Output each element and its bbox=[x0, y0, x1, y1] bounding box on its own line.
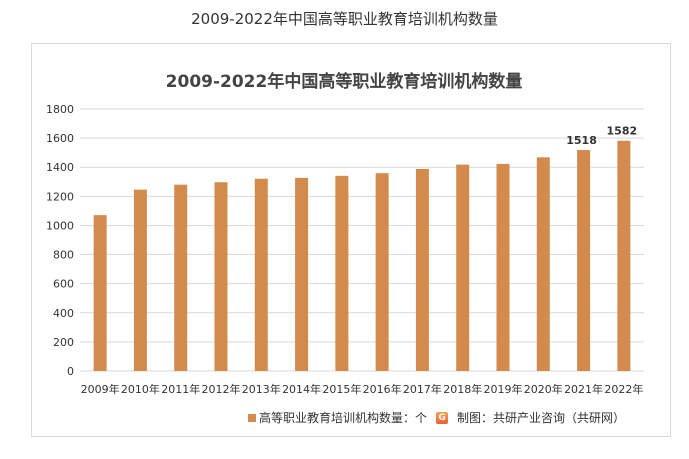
x-tick-label: 2012年 bbox=[202, 382, 241, 396]
legend-label: 高等职业教育培训机构数量：个 bbox=[259, 411, 428, 425]
bar-2013年 bbox=[254, 178, 268, 371]
source-label: 制图：共研产业咨询（共研网） bbox=[457, 411, 626, 425]
x-tick-label: 2011年 bbox=[161, 382, 200, 396]
y-tick-label: 0 bbox=[67, 365, 74, 378]
y-tick-label: 400 bbox=[53, 307, 74, 320]
y-tick-label: 1000 bbox=[46, 219, 74, 232]
y-tick-label: 1200 bbox=[46, 190, 74, 203]
x-tick-label: 2020年 bbox=[524, 382, 563, 396]
bar-2015年 bbox=[335, 175, 349, 371]
chart-title: 2009-2022年中国高等职业教育培训机构数量 bbox=[166, 71, 523, 92]
bar-2014年 bbox=[295, 177, 309, 371]
bar-2018年 bbox=[456, 164, 470, 371]
bar-2016年 bbox=[375, 173, 389, 371]
bar-2010年 bbox=[133, 189, 147, 371]
x-tick-label: 2022年 bbox=[604, 382, 643, 396]
data-label: 1582 bbox=[607, 125, 638, 138]
x-tick-label: 2019年 bbox=[484, 382, 523, 396]
x-tick-label: 2016年 bbox=[363, 382, 402, 396]
x-tick-label: 2013年 bbox=[242, 382, 281, 396]
bar-2009年 bbox=[93, 215, 107, 371]
bar-2020年 bbox=[536, 157, 550, 371]
x-tick-label: 2018年 bbox=[443, 382, 482, 396]
legend-swatch bbox=[248, 413, 256, 422]
x-tick-label: 2010年 bbox=[121, 382, 160, 396]
bar-2011年 bbox=[174, 184, 188, 371]
page-title: 2009-2022年中国高等职业教育培训机构数量 bbox=[191, 10, 498, 28]
data-label: 1518 bbox=[566, 134, 597, 147]
chart-frame bbox=[31, 43, 671, 437]
y-tick-label: 1400 bbox=[46, 161, 74, 174]
y-tick-label: 200 bbox=[53, 336, 74, 349]
bar-2017年 bbox=[415, 168, 429, 371]
x-tick-label: 2014年 bbox=[282, 382, 321, 396]
legend: 高等职业教育培训机构数量：个 G 制图：共研产业咨询（共研网） bbox=[248, 409, 625, 426]
x-tick-label: 2009年 bbox=[81, 382, 120, 396]
bar-2021年 bbox=[577, 150, 591, 371]
bar-2022年 bbox=[617, 140, 631, 371]
y-tick-label: 600 bbox=[53, 278, 74, 291]
x-tick-label: 2015年 bbox=[322, 382, 361, 396]
bar-2012年 bbox=[214, 182, 228, 371]
gonyn-logo-icon: G bbox=[436, 411, 449, 424]
y-tick-label: 1600 bbox=[46, 132, 74, 145]
bar-2019年 bbox=[496, 163, 510, 371]
y-tick-label: 1800 bbox=[46, 103, 74, 116]
x-tick-label: 2017年 bbox=[403, 382, 442, 396]
x-tick-label: 2021年 bbox=[564, 382, 603, 396]
y-tick-label: 800 bbox=[53, 249, 74, 262]
